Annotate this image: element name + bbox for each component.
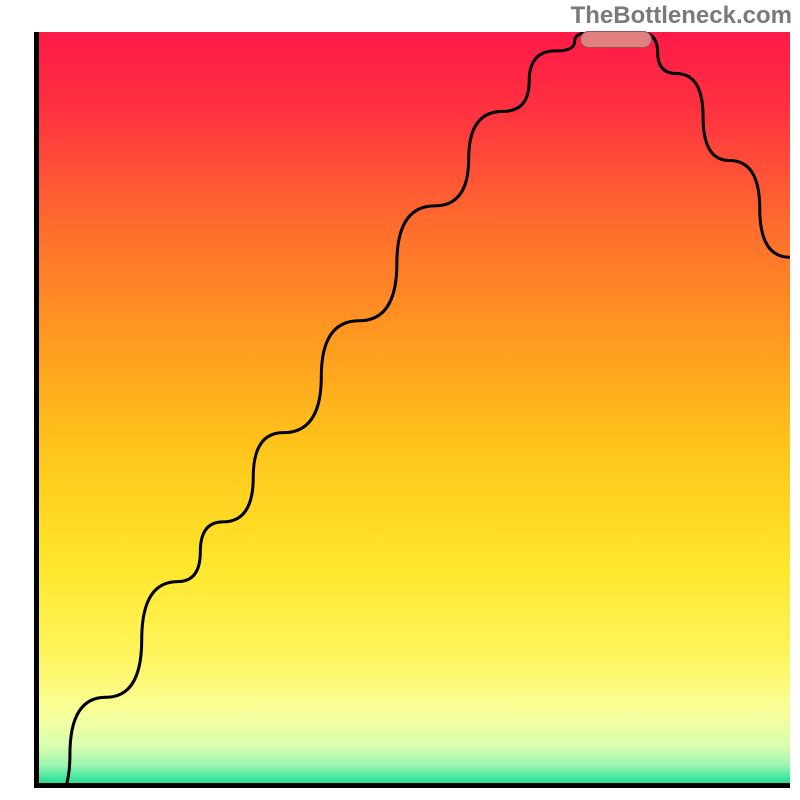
y-axis [34, 32, 39, 788]
plot-area [34, 32, 790, 788]
gradient-background [34, 32, 790, 788]
optimal-marker [580, 31, 652, 48]
watermark-text: TheBottleneck.com [571, 2, 792, 30]
chart-container: TheBottleneck.com [0, 0, 800, 800]
x-axis [34, 783, 790, 788]
